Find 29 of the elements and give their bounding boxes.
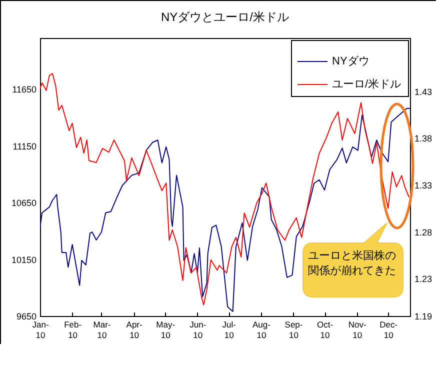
x-tick-label: Dec-10 [380,320,398,340]
x-tick-label: Feb-10 [64,320,82,340]
x-tick-label: Oct-10 [317,320,334,340]
x-tick-label: Jun-10 [190,320,206,340]
y-tick-label: 11650 [12,84,36,95]
x-tick-label: Nov-10 [348,320,366,340]
x-tick-label: Apr-10 [126,320,142,340]
y2-tick-label: 1.43 [414,86,432,97]
y-tick-label: 9650 [16,312,36,322]
y-tick-label: 11150 [12,141,36,152]
y2-tick-label: 1.23 [414,274,432,284]
y-tick-label: 10650 [11,198,36,208]
x-tick-label: May-10 [156,320,176,340]
line-series [40,108,410,312]
x-tick-label: Jan-10 [32,320,49,340]
x-tick-label: Aug-10 [252,320,271,340]
x-tick-label: Jul-10 [222,320,236,340]
y2-tick-label: 1.19 [414,312,432,322]
chart-title: NYダウとユーロ/米ドル [160,10,290,24]
y2-tick-label: 1.38 [414,134,432,144]
x-tick-label: Mar-10 [93,320,111,340]
y2-tick-label: 1.28 [414,227,432,238]
y2-tick-label: 1.33 [414,180,432,190]
y-tick-label: 10150 [11,254,36,265]
legend-label: ユーロ/米ドル [332,78,402,90]
annotation: ユーロと米国株の関係が崩れてきた [307,248,397,278]
line-series [40,73,410,306]
x-tick-label: Sep-10 [284,320,303,340]
legend-label: NYダウ [332,56,370,68]
